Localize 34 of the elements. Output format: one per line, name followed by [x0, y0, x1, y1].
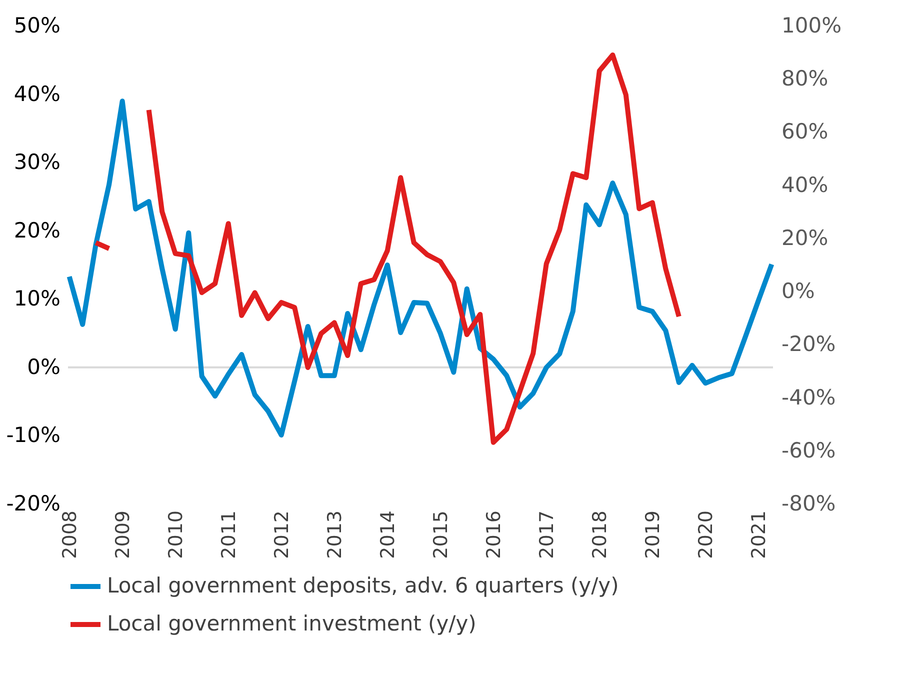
y2-tick-label: 20% [782, 226, 828, 250]
x-tick-label: 2018 [588, 510, 611, 559]
y2-tick-label: -60% [782, 438, 836, 462]
x-tick-label: 2012 [270, 510, 293, 559]
y2-tick-label: 0% [782, 279, 815, 304]
y2-tick-label: 100% [782, 14, 842, 38]
x-tick-label: 2013 [324, 510, 346, 559]
y-tick-label: 0% [27, 354, 60, 379]
x-tick-label: 2010 [164, 510, 187, 559]
y-tick-label: 30% [14, 150, 60, 174]
x-tick-label: 2019 [642, 510, 664, 559]
y-tick-label: -10% [6, 423, 60, 448]
y2-tick-label: 80% [782, 66, 828, 91]
x-tick-label: 2017 [536, 510, 558, 559]
legend-label: Local government deposits, adv. 6 quarters (y/y) [107, 574, 619, 598]
y2-tick-label: 40% [782, 172, 828, 197]
y-tick-label: 50% [14, 14, 60, 38]
y-tick-label: 40% [14, 82, 60, 106]
x-tick-label: 2011 [218, 510, 240, 559]
y2-tick-label: -80% [782, 492, 836, 516]
y-tick-label: 20% [14, 218, 60, 242]
x-tick-label: 2021 [748, 510, 770, 559]
x-tick-label: 2020 [694, 510, 717, 559]
y-tick-label: -20% [6, 492, 60, 516]
legend-label: Local government investment (y/y) [107, 612, 476, 636]
y2-tick-label: 60% [782, 120, 828, 144]
x-tick-label: 2008 [58, 510, 81, 559]
y2-tick-label: -20% [782, 332, 836, 356]
y-tick-label: 10% [14, 286, 60, 311]
x-tick-label: 2016 [482, 510, 505, 559]
x-tick-label: 2015 [430, 510, 452, 559]
x-tick-label: 2014 [376, 510, 399, 559]
y2-tick-label: -40% [782, 385, 836, 410]
x-tick-label: 2009 [112, 510, 134, 559]
